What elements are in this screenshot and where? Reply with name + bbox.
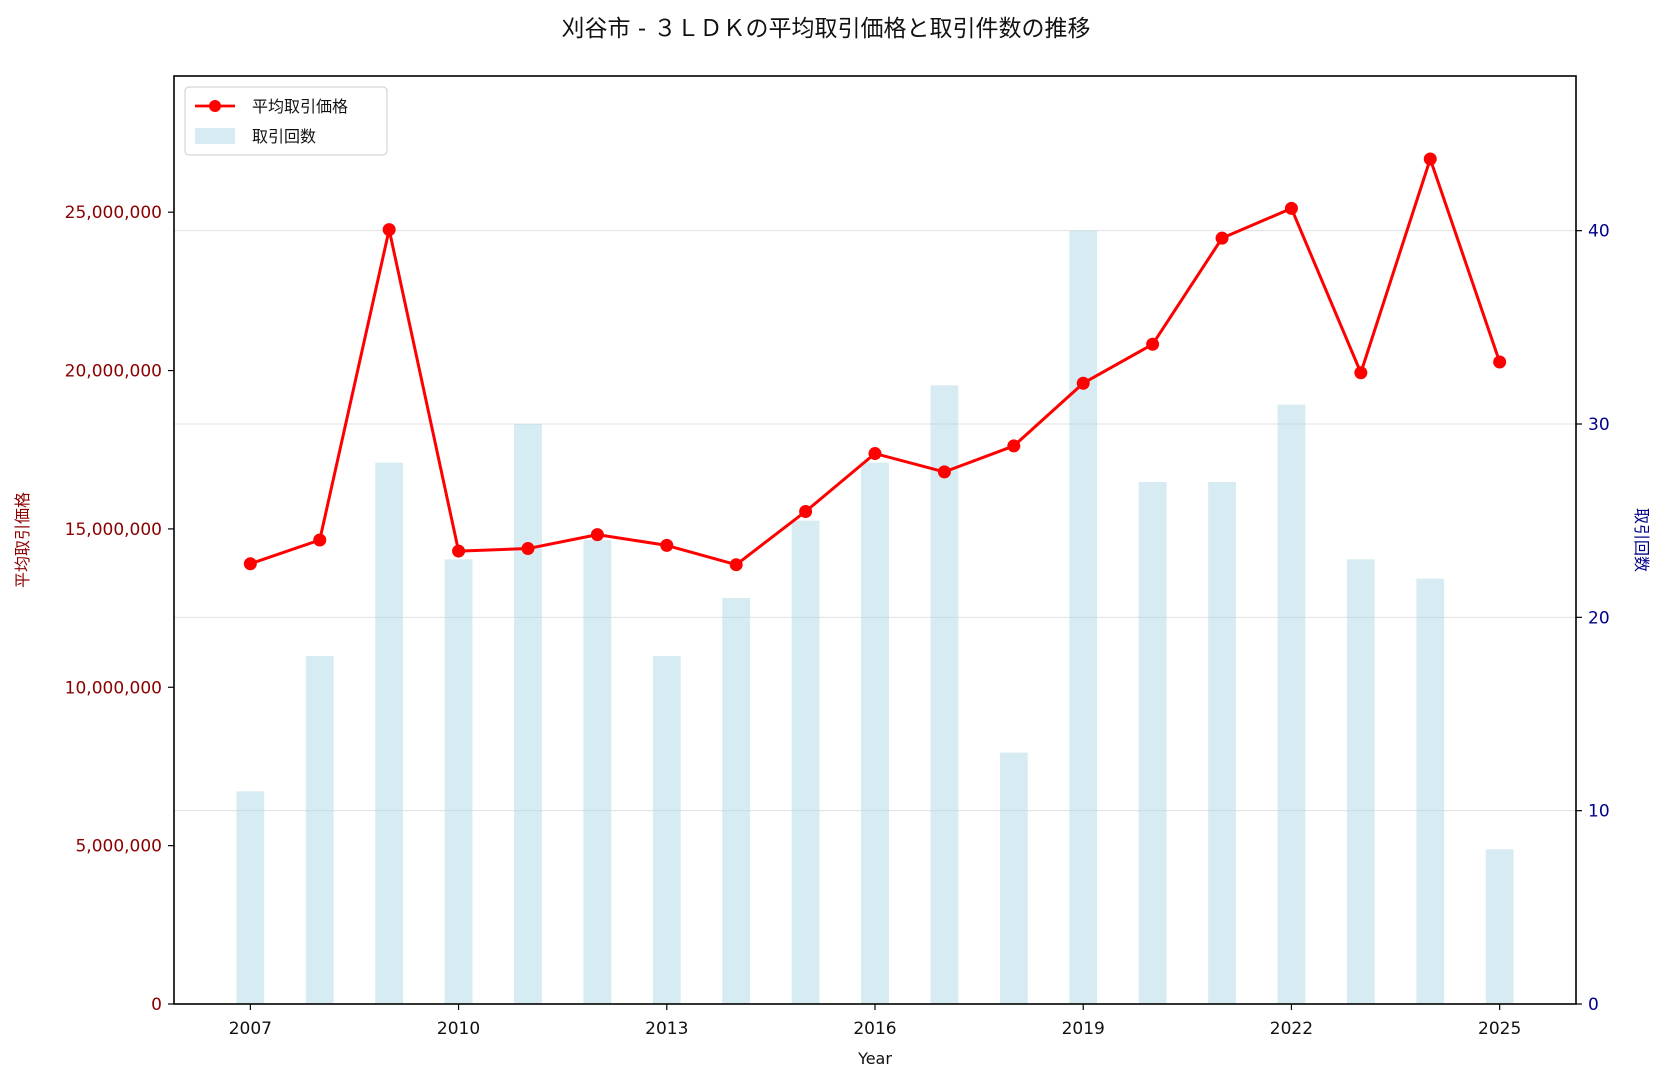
legend-line-marker: [209, 100, 221, 112]
line-point: [1493, 355, 1507, 369]
line-point: [729, 558, 743, 572]
y-axis-left: 0 5,000,000 10,000,000 15,000,000 20,000,000…: [65, 203, 174, 1015]
x-tick-label: 2013: [645, 1019, 688, 1039]
x-tick-label: 2019: [1062, 1019, 1105, 1039]
line-series: [243, 152, 1507, 572]
line-point: [1146, 337, 1160, 351]
line-point: [382, 223, 396, 237]
bar: [999, 752, 1028, 1004]
y-left-tick-label: 5,000,000: [75, 837, 162, 857]
bar: [1069, 230, 1098, 1004]
legend: 平均取引価格 取引回数: [184, 86, 388, 156]
legend-bar-swatch: [195, 128, 235, 144]
line-point: [1354, 366, 1368, 380]
bar: [791, 520, 820, 1004]
line-point: [1076, 376, 1090, 390]
y-left-tick-label: 10,000,000: [65, 678, 162, 698]
line-point: [1423, 152, 1437, 166]
bar: [514, 424, 542, 1004]
y-right-tick-label: 40: [1588, 222, 1610, 242]
chart-title: 刈谷市 - ３ＬＤＫの平均取引価格と取引件数の推移: [562, 16, 1091, 42]
y-right-tick-label: 0: [1588, 995, 1599, 1015]
x-tick-label: 2022: [1270, 1019, 1313, 1039]
bar: [236, 791, 265, 1004]
line-point: [1007, 439, 1021, 453]
bar: [652, 656, 681, 1004]
y-left-tick-label: 0: [151, 995, 162, 1015]
y-right-tick-label: 20: [1588, 608, 1610, 628]
line-point: [868, 447, 882, 461]
bar: [1208, 482, 1236, 1004]
bar: [1416, 578, 1445, 1004]
y-left-tick-label: 25,000,000: [65, 203, 162, 223]
bar: [1346, 559, 1375, 1004]
y-right-tick-label: 10: [1588, 802, 1610, 822]
x-tick-label: 2007: [229, 1019, 272, 1039]
line-point: [937, 465, 951, 479]
y-axis-left-title: 平均取引価格: [13, 492, 32, 588]
x-axis-title: Year: [857, 1049, 892, 1068]
line-point: [660, 538, 674, 552]
line-point: [590, 528, 604, 542]
line-point: [1284, 201, 1298, 215]
bar: [861, 462, 889, 1005]
bar: [444, 559, 473, 1004]
line-point: [799, 504, 813, 518]
line-point: [1215, 231, 1229, 245]
y-left-tick-label: 20,000,000: [65, 362, 162, 382]
legend-bar-label: 取引回数: [252, 127, 316, 146]
bar: [722, 598, 751, 1004]
bar: [1138, 482, 1167, 1004]
y-axis-right: 0 10 20 30 40: [1576, 222, 1610, 1015]
y-left-tick-label: 15,000,000: [65, 520, 162, 540]
y-right-tick-label: 30: [1588, 415, 1610, 435]
bar: [1485, 849, 1514, 1004]
x-axis: 2007 2010 2013 2016 2019 2022 2025: [229, 1004, 1521, 1039]
x-tick-label: 2010: [437, 1019, 480, 1039]
y-axis-right-title: 取引回数: [1632, 508, 1651, 572]
line-point: [452, 544, 466, 558]
line-point: [243, 557, 257, 571]
bar: [930, 385, 959, 1004]
line-point: [521, 542, 535, 556]
legend-box: [184, 86, 388, 156]
legend-line-label: 平均取引価格: [252, 97, 348, 116]
x-tick-label: 2016: [853, 1019, 896, 1039]
bar: [1277, 404, 1306, 1005]
bar-series: [236, 230, 1514, 1005]
line-point: [313, 533, 327, 547]
bar: [305, 656, 334, 1004]
bar: [375, 462, 404, 1005]
bar: [583, 540, 612, 1004]
x-tick-label: 2025: [1478, 1019, 1521, 1039]
